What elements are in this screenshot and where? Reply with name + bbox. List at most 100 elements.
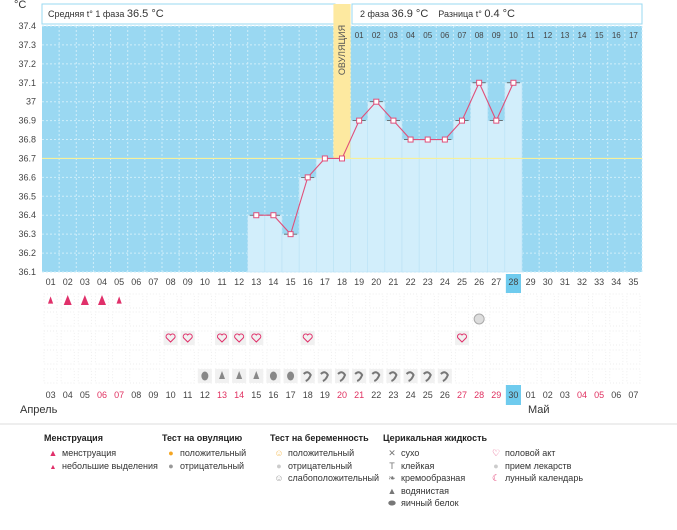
cycle-day-label: 17 <box>320 277 330 287</box>
heart-cell <box>180 331 195 345</box>
cycle-day-label: 08 <box>166 277 176 287</box>
marker-cell <box>214 311 230 327</box>
legend-item: ● отрицательный <box>270 460 379 473</box>
marker-cell <box>77 368 92 384</box>
marker-cell <box>626 293 641 309</box>
cycle-day-label: 22 <box>406 277 416 287</box>
temperature-bar <box>316 158 334 273</box>
marker-cell <box>403 330 418 346</box>
cycle-day-label: 29 <box>526 277 536 287</box>
marker-cell <box>283 293 298 309</box>
y-tick-label: 36.7 <box>18 153 36 163</box>
marker-cell <box>334 293 350 309</box>
marker-cell <box>420 349 435 365</box>
calendar-date-label: 04 <box>63 390 73 400</box>
marker-cell <box>266 349 281 365</box>
marker-cell <box>112 311 127 327</box>
marker-cell <box>454 293 470 309</box>
calendar-date-label: 03 <box>560 390 570 400</box>
temperature-point <box>510 79 517 86</box>
temperature-point <box>253 212 260 219</box>
temperature-point <box>356 117 363 124</box>
temperature-line <box>256 81 514 236</box>
phase2-value: 36.9 °C <box>391 8 429 20</box>
marker-cell <box>386 349 401 365</box>
gray-circle-icon: ● <box>168 460 174 471</box>
legend-title: Тест на беременность <box>270 433 369 443</box>
marker-cell <box>266 330 281 346</box>
phase2-summary: 2 фаза 36.9 °C Разница t° 0.4 °C <box>360 8 515 20</box>
marker-cell <box>352 349 367 365</box>
creamy-icon <box>320 371 329 382</box>
legend-item-label: водянистая <box>401 485 450 496</box>
marker-cell <box>592 330 607 346</box>
marker-cell <box>489 368 504 384</box>
marker-cell <box>557 311 572 327</box>
y-tick-label: 36.2 <box>18 248 36 258</box>
marker-cell <box>506 330 521 346</box>
marker-cell <box>489 330 504 346</box>
blood-drop-icon <box>98 295 106 305</box>
blood-drop-icon <box>116 296 122 304</box>
blood-drop-icon <box>47 296 54 304</box>
legend-menstruation: Менструация ▲ менструация ▲ небольшие выде… <box>44 433 158 472</box>
creamy-icon <box>303 371 312 382</box>
cycle-day-label: 14 <box>268 277 278 287</box>
y-tick-label: 36.1 <box>18 267 36 277</box>
temperature-bar <box>470 82 488 273</box>
marker-cell <box>146 330 161 346</box>
temperature-bar <box>384 120 403 273</box>
heart-icon <box>182 333 193 343</box>
marker-cell <box>163 349 178 365</box>
legend-item: ☾ лунный календарь <box>487 472 583 485</box>
luteal-day-label: 11 <box>526 31 535 40</box>
calendar-date-label: 10 <box>166 390 176 400</box>
temperature-point <box>321 155 328 162</box>
heart-cell <box>163 331 178 345</box>
cycle-day-label: 30 <box>543 277 553 287</box>
temperature-point <box>407 136 414 143</box>
marker-cell <box>163 293 178 309</box>
temperature-point <box>493 117 500 124</box>
difference-label: Разница t° <box>438 9 482 19</box>
phase1-value: 36.5 °C <box>126 8 164 20</box>
cycle-day-label: 10 <box>200 277 210 287</box>
cycle-day-label: 28 <box>508 277 518 287</box>
luteal-day-label: 08 <box>475 31 484 40</box>
legend-item: ♡ половой акт <box>487 447 583 460</box>
legend-item-label: отрицательный <box>180 460 245 471</box>
cycle-day-label: 07 <box>148 277 158 287</box>
marker-cell <box>197 330 212 346</box>
pill-icon: ● <box>493 460 499 471</box>
weak-smile-icon <box>473 313 485 325</box>
marker-cell <box>403 293 418 309</box>
marker-cell <box>180 293 195 309</box>
marker-cell <box>300 349 315 365</box>
marker-cell <box>232 293 247 309</box>
marker-cell <box>592 349 607 365</box>
luteal-day-label: 05 <box>423 31 432 40</box>
marker-cell <box>163 368 178 384</box>
legend-item-label: клейкая <box>401 460 435 471</box>
calendar-date-label: 05 <box>594 390 604 400</box>
heart-icon <box>165 333 176 343</box>
sticky-icon: T <box>389 460 395 471</box>
marker-cell <box>403 349 418 365</box>
marker-cell <box>60 349 75 365</box>
smile-icon: ☺ <box>274 448 284 458</box>
marker-cell <box>94 330 110 346</box>
month-label-may: Май <box>528 404 550 416</box>
marker-cell <box>232 311 247 327</box>
temperature-point <box>424 136 431 143</box>
marker-cell <box>180 349 195 365</box>
marker-cell <box>60 330 75 346</box>
creamy-icon <box>440 371 449 382</box>
temperature-bar <box>367 101 386 273</box>
temperature-bar <box>264 214 283 273</box>
marker-cell <box>506 311 521 327</box>
marker-cell <box>352 330 367 346</box>
creamy-icon <box>405 371 415 382</box>
phase1-summary: Средняя t° 1 фаза 36.5 °C <box>48 8 164 20</box>
marker-cell <box>540 293 555 309</box>
